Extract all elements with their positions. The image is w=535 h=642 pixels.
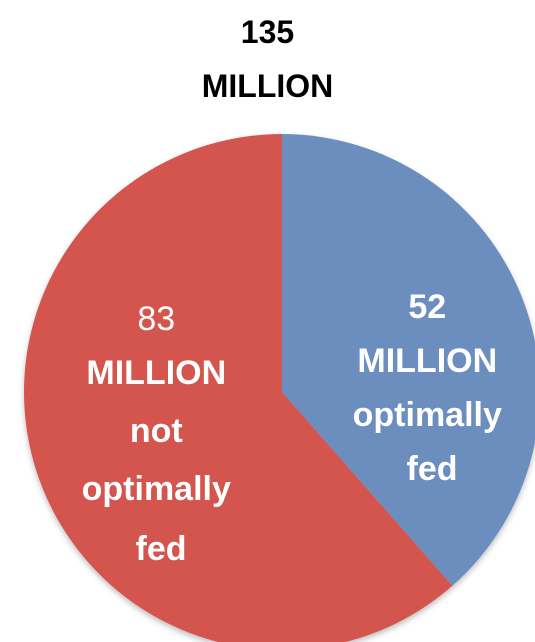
pie-slice-0 [282, 134, 535, 586]
slice-label-value: 83 [137, 300, 175, 338]
slice-label-unit: MILLION [357, 342, 497, 380]
slice-label-text: optimally [353, 396, 502, 434]
slice-label-text: optimally [82, 470, 231, 508]
slice-label-text: fed [407, 450, 458, 488]
slice-label-not-optimally-fed: 83 MILLION not optimally fed [82, 300, 241, 568]
slice-label-value: 52 [408, 288, 446, 326]
pie-slice-1 [24, 134, 453, 642]
chart-title-line-2: MILLION [201, 68, 334, 104]
slice-label-text: fed [136, 530, 187, 568]
slice-label-text: not [130, 412, 183, 450]
slice-label-unit: MILLION [86, 354, 226, 392]
pie-slices [24, 134, 535, 642]
slice-label-optimally-fed: 52 MILLION optimally fed [353, 288, 512, 488]
chart-title-line-1: 135 [240, 14, 295, 50]
